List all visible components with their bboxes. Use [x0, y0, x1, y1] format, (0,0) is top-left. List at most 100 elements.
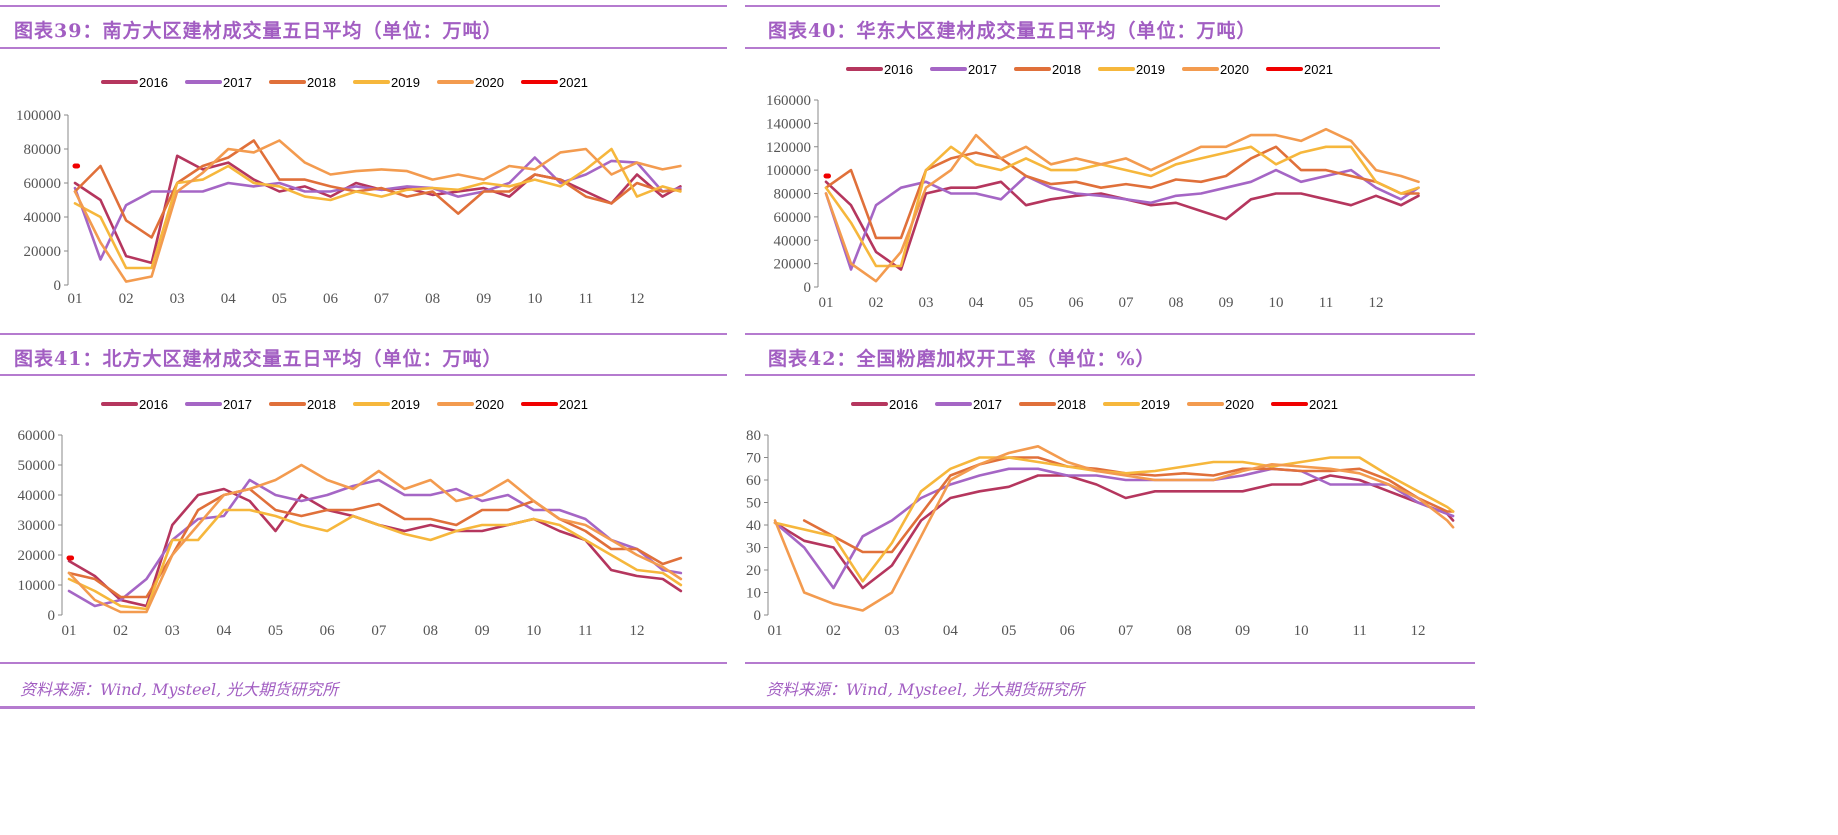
x-tick-label: 06: [1060, 623, 1076, 639]
y-tick-label: 140000: [766, 116, 811, 132]
legend-label-2019: 2019: [1136, 62, 1165, 77]
x-tick-label: 04: [216, 623, 232, 639]
x-tick-label: 10: [527, 291, 542, 307]
series-line-2019: [773, 456, 1455, 583]
x-tick-label: 08: [1169, 295, 1184, 311]
y-tick-label: 40000: [24, 210, 62, 226]
x-tick-label: 03: [884, 623, 899, 639]
chart-42: 0 10 20 30 40 50 60 70 80 01 02 03 04 05 06 07 08 09 10 11 1…: [746, 397, 1455, 639]
legend-label-2018: 2018: [307, 397, 336, 412]
y-tick-label: 0: [804, 280, 812, 296]
legend-label-2021: 2021: [559, 397, 588, 412]
y-tick-label: 70: [746, 451, 761, 467]
legend-label-2018: 2018: [1052, 62, 1081, 77]
y-tick-label: 40: [746, 518, 761, 534]
legend-label-2017: 2017: [973, 397, 1002, 412]
title-rule-left-2: [0, 374, 727, 376]
chart-39: 0 20000 40000 60000 80000 100000 01 02 03 04 05 06 0…: [16, 75, 682, 307]
legend-label-2017: 2017: [223, 75, 252, 90]
series-line-2016: [67, 487, 683, 608]
mid-rule-left: [0, 333, 727, 335]
title-rule-right: [745, 47, 1440, 49]
source-note-left: 资料来源：Wind, Mysteel, 光大期货研究所: [20, 680, 339, 699]
legend-label-2021: 2021: [1309, 397, 1338, 412]
legend-label-2016: 2016: [884, 62, 913, 77]
y-tick-label: 0: [754, 608, 762, 624]
y-tick-label: 50000: [18, 458, 56, 474]
x-tick-label: 11: [578, 623, 592, 639]
x-tick-label: 05: [1019, 295, 1034, 311]
title-rule-right-2: [745, 374, 1475, 376]
series-line-2020: [773, 445, 1455, 612]
x-tick-label: 02: [826, 623, 841, 639]
x-tick-label: 05: [268, 623, 283, 639]
x-tick-label: 06: [323, 291, 339, 307]
y-tick-label: 20: [746, 563, 761, 579]
y-tick-label: 100000: [766, 163, 811, 179]
chart-42-title: 图表42：全国粉磨加权开工率（单位：%）: [768, 348, 1156, 370]
x-tick-label: 09: [1235, 623, 1250, 639]
x-tick-label: 01: [819, 295, 834, 311]
x-tick-label: 10: [1294, 623, 1309, 639]
x-tick-label: 09: [476, 291, 491, 307]
legend-label-2018: 2018: [1057, 397, 1086, 412]
x-tick-label: 08: [1177, 623, 1192, 639]
series-line-2017: [773, 467, 1455, 590]
x-tick-label: 03: [170, 291, 185, 307]
legend-label-2017: 2017: [968, 62, 997, 77]
series-line-2020: [824, 127, 1420, 283]
legend-label-2019: 2019: [391, 75, 420, 90]
x-tick-label: 05: [1001, 623, 1016, 639]
legend-label-2016: 2016: [889, 397, 918, 412]
legend: 2016 2017 2018 2019 2020 2021: [846, 62, 1333, 77]
legend-label-2020: 2020: [1220, 62, 1249, 77]
x-tick-label: 01: [768, 623, 783, 639]
series-line-2017: [824, 168, 1420, 271]
footer-rule-right: [745, 662, 1475, 664]
x-tick-label: 07: [371, 623, 387, 639]
series-line-2018: [802, 456, 1455, 554]
x-tick-label: 02: [869, 295, 884, 311]
chart-41-title: 图表41：北方大区建材成交量五日平均（单位：万吨）: [14, 348, 503, 370]
y-tick-label: 60000: [774, 210, 812, 226]
x-tick-label: 07: [1119, 295, 1135, 311]
x-tick-label: 07: [374, 291, 390, 307]
x-tick-label: 12: [1411, 623, 1426, 639]
y-tick-label: 0: [54, 278, 62, 294]
x-tick-label: 12: [630, 623, 645, 639]
y-tick-label: 20000: [774, 257, 812, 273]
y-tick-label: 80000: [774, 187, 812, 203]
top-rule-right: [745, 5, 1440, 7]
legend-label-2020: 2020: [1225, 397, 1254, 412]
x-tick-label: 03: [919, 295, 934, 311]
legend-label-2020: 2020: [475, 397, 504, 412]
chart-40: 0 20000 40000 60000 80000 100000 120000 140000 1…: [766, 62, 1420, 311]
series-line-2016: [773, 474, 1455, 590]
x-tick-label: 03: [165, 623, 180, 639]
x-tick-label: 07: [1118, 623, 1134, 639]
legend-label-2016: 2016: [139, 75, 168, 90]
y-tick-label: 40000: [18, 488, 56, 504]
y-tick-label: 20000: [18, 548, 56, 564]
series-line-2016: [824, 180, 1420, 271]
x-tick-label: 01: [62, 623, 77, 639]
x-tick-label: 06: [320, 623, 336, 639]
footer-rule-left: [0, 662, 727, 664]
y-tick-label: 100000: [16, 108, 61, 124]
y-tick-label: 10: [746, 586, 761, 602]
x-tick-label: 11: [1352, 623, 1366, 639]
legend-label-2021: 2021: [1304, 62, 1333, 77]
x-tick-label: 02: [113, 623, 128, 639]
legend-label-2016: 2016: [139, 397, 168, 412]
y-tick-label: 60: [746, 473, 761, 489]
y-tick-label: 80: [746, 428, 761, 444]
legend-label-2021: 2021: [559, 75, 588, 90]
x-tick-label: 08: [425, 291, 440, 307]
legend: 2016 2017 2018 2019 2020 2021: [851, 397, 1338, 412]
title-rule-left: [0, 47, 727, 49]
x-tick-label: 09: [475, 623, 490, 639]
legend: 2016 2017 2018 2019 2020 2021: [101, 397, 588, 412]
source-note-right: 资料来源：Wind, Mysteel, 光大期货研究所: [766, 680, 1085, 699]
y-tick-label: 0: [48, 608, 56, 624]
legend: 2016 2017 2018 2019 2020 2021: [101, 75, 588, 90]
